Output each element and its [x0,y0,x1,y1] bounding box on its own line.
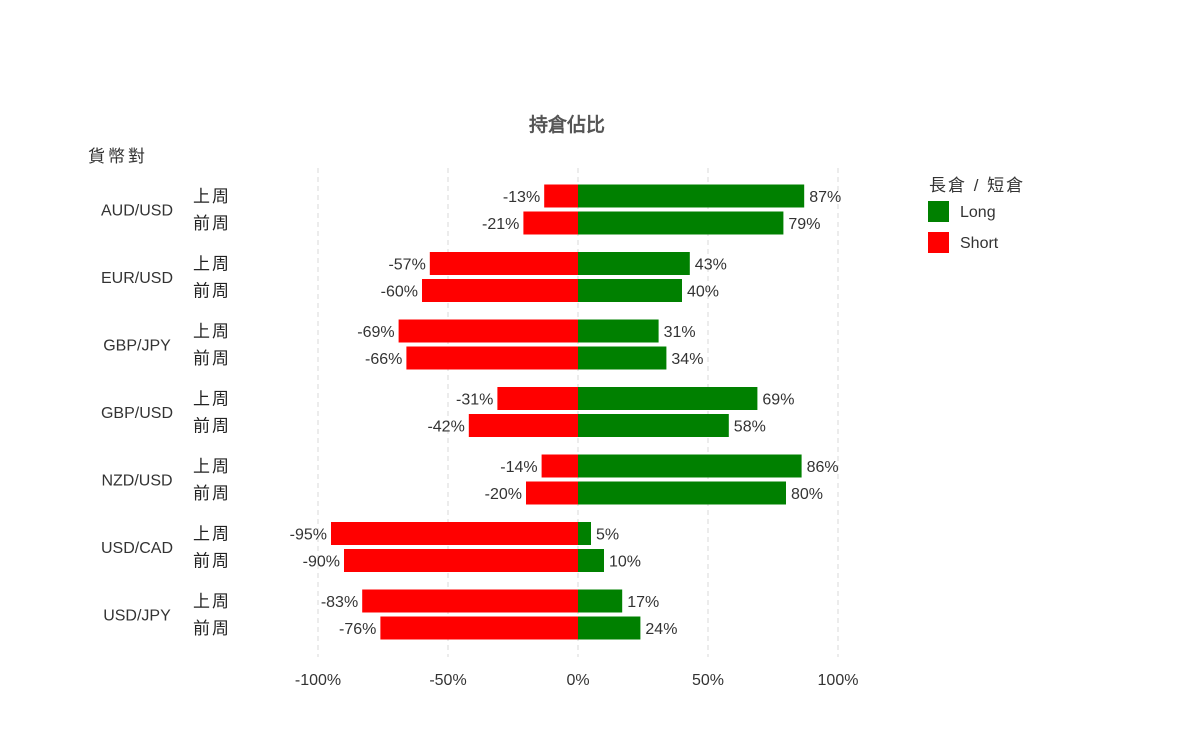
x-tick-label: 100% [818,672,859,689]
short-bar [523,211,578,235]
long-value-label: 80% [791,486,823,503]
long-bar [578,549,604,572]
short-value-label: -95% [290,527,327,544]
long-value-label: 10% [609,554,641,571]
short-value-label: -13% [503,189,540,206]
long-bar [578,184,805,208]
week-label: 上周 [193,187,231,206]
long-bar [578,414,729,437]
pair-label: GBP/JPY [103,338,171,355]
labels-layer: AUD/USD 上周 -13% 87% 前周 -21% 79% EUR/USD 上周 -57% 43… [101,187,841,638]
pair-label: GBP/USD [101,405,173,422]
week-label: 前周 [193,619,231,638]
short-bar [398,319,578,343]
long-bar [578,387,758,410]
short-value-label: -31% [456,392,493,409]
long-bar [578,346,667,370]
long-bar [578,211,784,235]
short-bar [497,387,578,410]
long-value-label: 24% [645,621,677,638]
week-label: 上周 [193,457,231,476]
grid-lines [317,168,839,657]
short-value-label: -66% [365,351,402,368]
long-value-label: 31% [664,324,696,341]
short-value-label: -90% [303,554,340,571]
legend-label: Short [960,235,999,252]
week-label: 上周 [193,322,231,341]
week-label: 上周 [193,390,231,409]
short-bar [344,549,578,572]
short-bar [541,454,578,478]
long-value-label: 87% [809,189,841,206]
short-value-label: -20% [485,486,522,503]
short-bar [380,616,578,640]
week-label: 上周 [193,525,231,544]
legend-title: 長倉 / 短倉 [929,176,1025,195]
short-value-label: -76% [339,621,376,638]
week-label: 前周 [193,552,231,571]
long-bar [578,279,682,302]
short-bar [526,481,578,505]
short-value-label: -21% [482,216,519,233]
x-tick-label: 50% [692,672,724,689]
legend-label: Long [960,204,996,221]
short-value-label: -42% [427,419,464,436]
long-value-label: 40% [687,284,719,301]
pair-label: USD/CAD [101,540,173,557]
x-tick-label: -50% [429,672,466,689]
long-value-label: 5% [596,527,619,544]
legend-swatch [928,232,949,253]
short-bar [468,414,578,437]
week-label: 上周 [193,255,231,274]
short-bar [331,522,578,545]
short-value-label: -60% [381,284,418,301]
long-bar [578,589,623,613]
pair-label: AUD/USD [101,203,173,220]
short-bar [544,184,578,208]
short-bar [429,252,578,275]
short-bar [406,346,578,370]
long-value-label: 43% [695,257,727,274]
pair-label: USD/JPY [103,608,171,625]
bars-layer [331,184,805,640]
long-bar [578,252,690,275]
long-bar [578,522,591,545]
long-value-label: 58% [734,419,766,436]
week-label: 前周 [193,214,231,233]
long-value-label: 17% [627,594,659,611]
long-value-label: 79% [788,216,820,233]
short-value-label: -69% [357,324,394,341]
week-label: 前周 [193,484,231,503]
long-value-label: 86% [807,459,839,476]
long-value-label: 69% [762,392,794,409]
long-value-label: 34% [671,351,703,368]
long-bar [578,616,641,640]
y-axis-title: 貨幣對 [88,147,148,166]
long-bar [578,454,802,478]
legend-swatch [928,201,949,222]
week-label: 前周 [193,282,231,301]
week-label: 前周 [193,349,231,368]
short-value-label: -83% [321,594,358,611]
week-label: 上周 [193,592,231,611]
x-tick-label: -100% [295,672,341,689]
long-bar [578,481,786,505]
legend: 長倉 / 短倉 Long Short [928,176,1025,253]
week-label: 前周 [193,417,231,436]
chart-title: 持倉佔比 [529,113,605,136]
short-bar [422,279,578,302]
short-value-label: -57% [388,257,425,274]
short-bar [362,589,578,613]
x-axis-ticks: -100% -50% 0% 50% 100% [295,672,859,689]
pair-label: EUR/USD [101,270,173,287]
pair-label: NZD/USD [101,473,172,490]
long-bar [578,319,659,343]
x-tick-label: 0% [566,672,589,689]
short-value-label: -14% [500,459,537,476]
